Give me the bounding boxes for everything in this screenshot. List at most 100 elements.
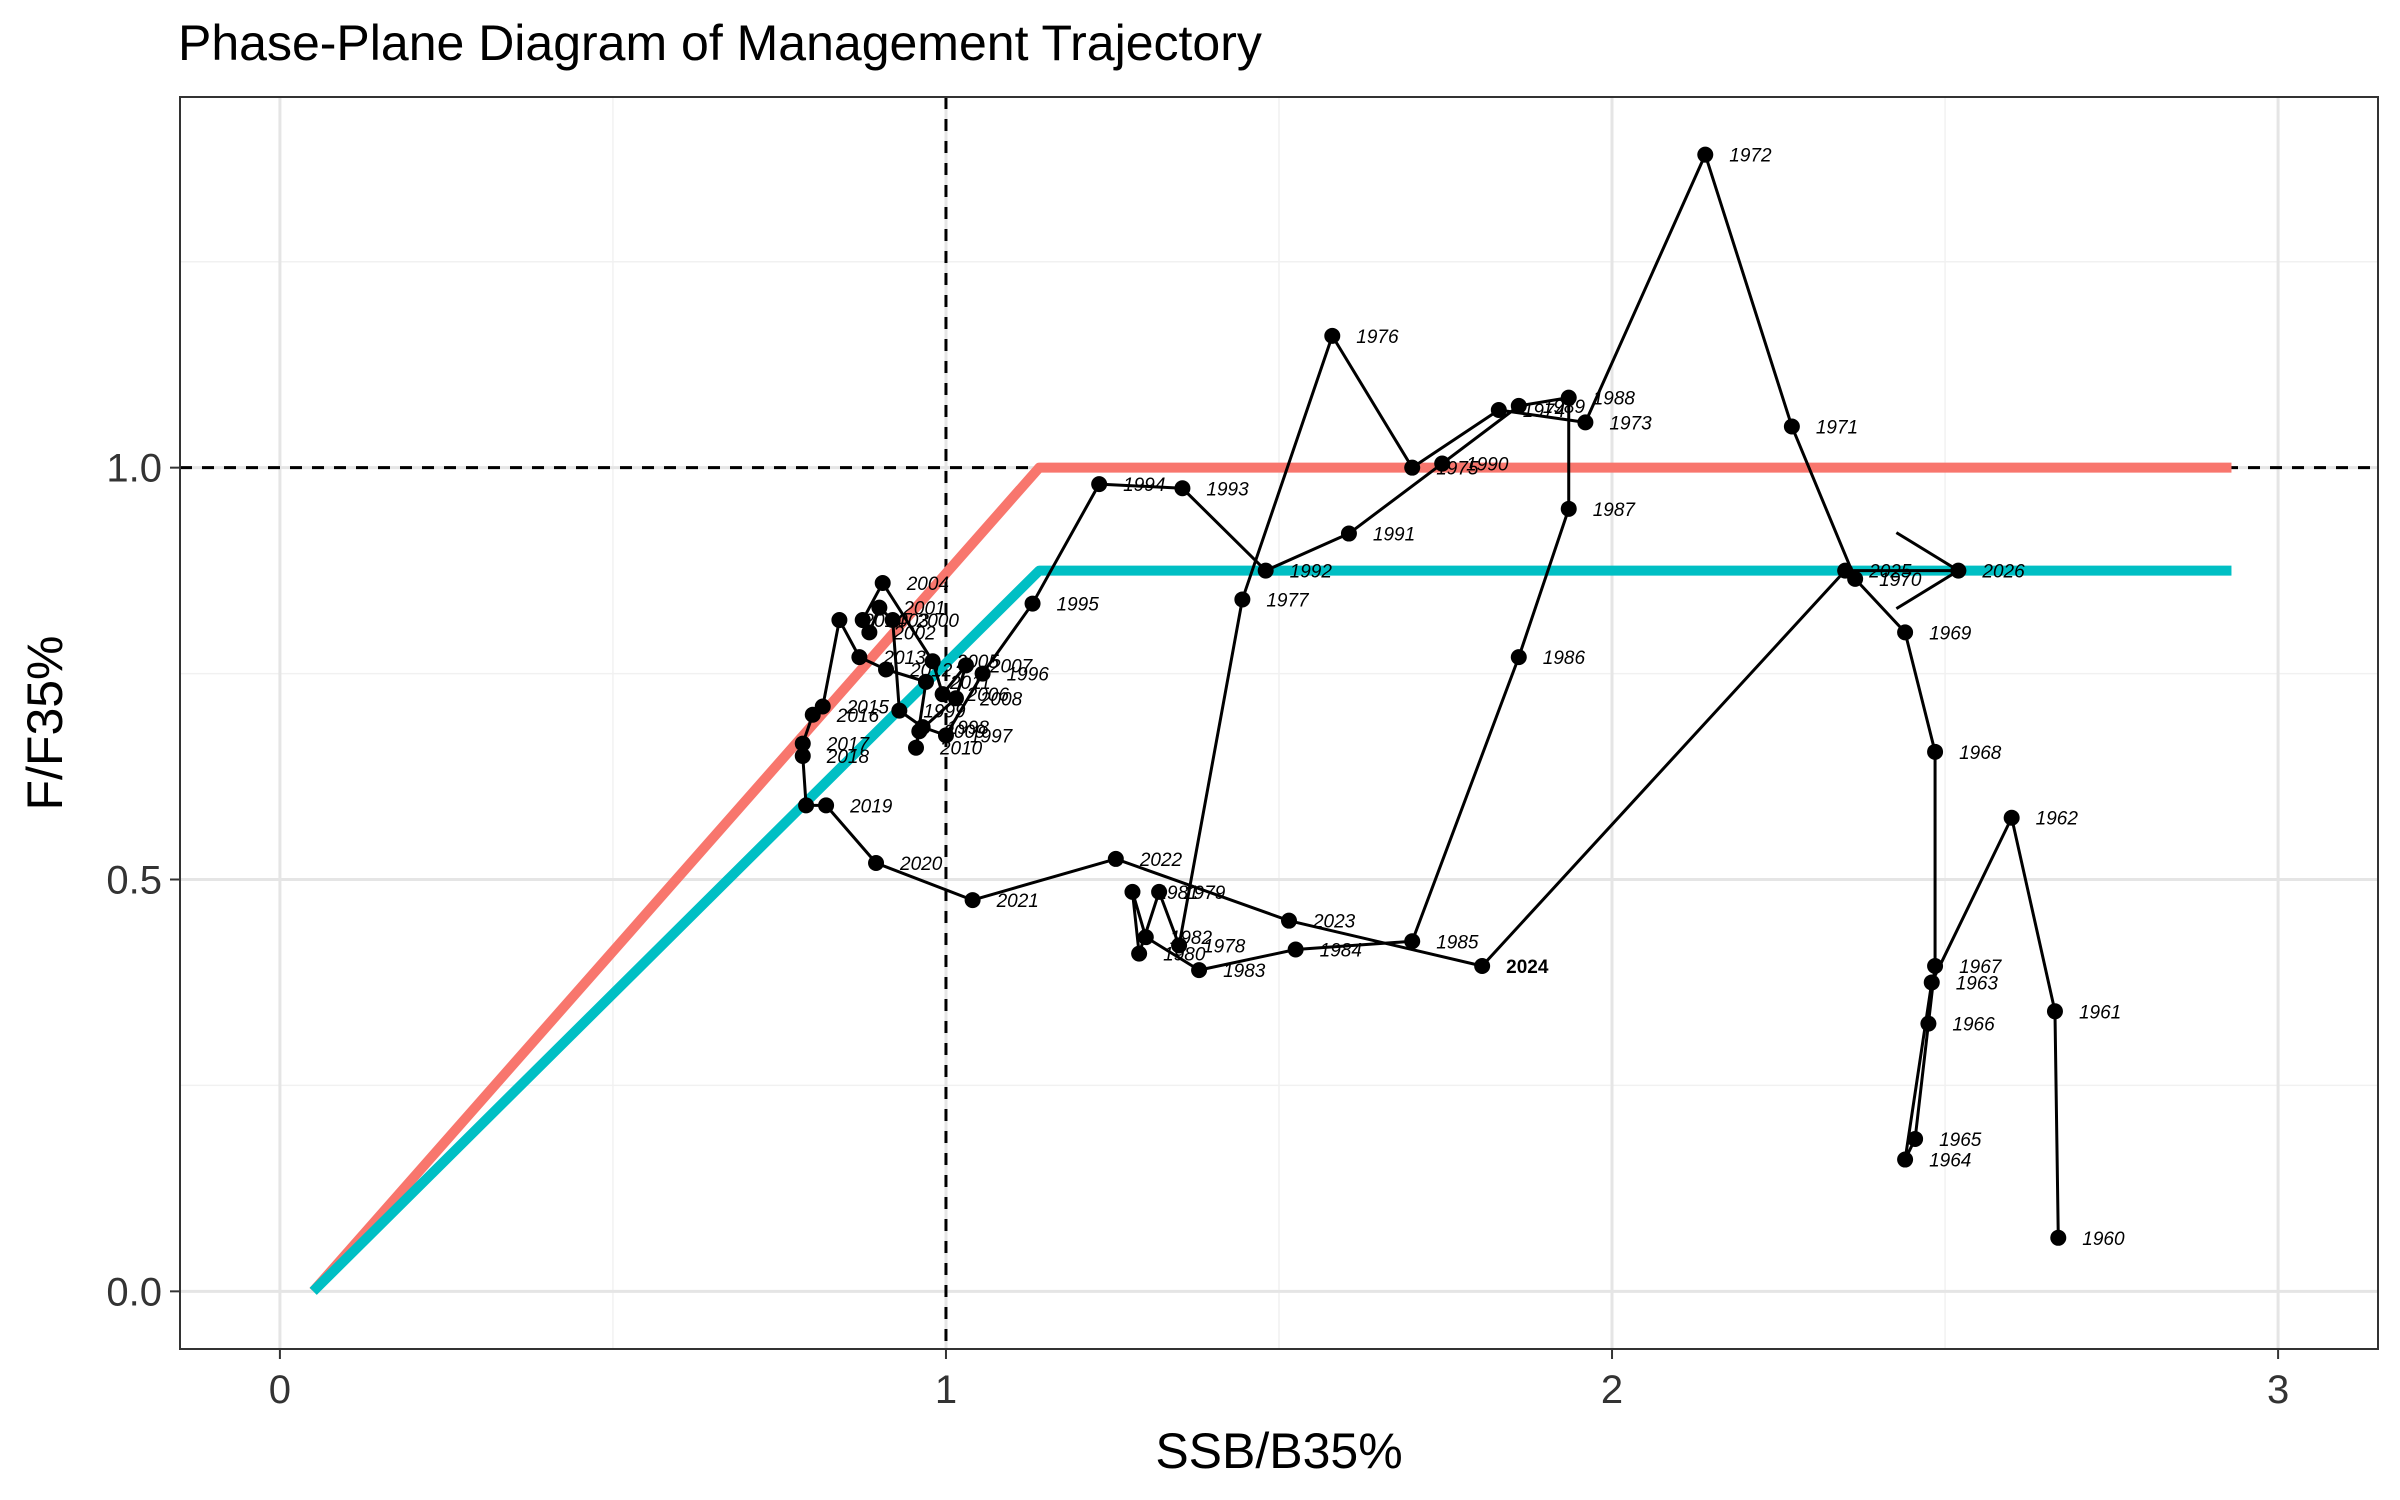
year-label: 2014 [862, 611, 905, 632]
trajectory-point [831, 612, 848, 629]
trajectory-point [1560, 500, 1577, 517]
year-label: 1965 [1939, 1130, 1982, 1151]
trajectory-point [1324, 327, 1341, 344]
trajectory-point [854, 612, 871, 629]
axis-ticks: 0 1 2 3 0.0 0.5 1.0 [106, 447, 2289, 1412]
year-label: 1973 [1609, 413, 1652, 434]
year-label: 1994 [1123, 475, 1165, 496]
year-label: 1979 [1183, 883, 1226, 904]
year-label: 1977 [1266, 590, 1310, 611]
trajectory-point [947, 690, 964, 707]
y-axis-title: F/F35% [17, 635, 73, 810]
year-label: 1989 [1543, 397, 1586, 418]
trajectory-point [1131, 945, 1148, 962]
year-label: 2026 [1981, 562, 2025, 583]
x-axis-title: SSB/B35% [1155, 1423, 1402, 1479]
year-label: 2019 [849, 796, 893, 817]
trajectory-point [937, 727, 954, 744]
year-label: 1999 [923, 702, 966, 723]
year-label: 1980 [1163, 945, 1206, 966]
chart-title: Phase-Plane Diagram of Management Trajec… [178, 15, 1262, 71]
trajectory-points [794, 146, 2067, 1246]
year-label: 1991 [1373, 525, 1415, 546]
trajectory-point [1897, 624, 1914, 641]
year-label: 1966 [1952, 1015, 1995, 1036]
trajectory-point [798, 797, 815, 814]
trajectory-point [2046, 1003, 2063, 1020]
control-rule-line-2 [309, 565, 2232, 1295]
trajectory-point [1340, 525, 1357, 542]
y-tick-label: 1.0 [106, 447, 162, 491]
year-label: 1987 [1593, 500, 1637, 521]
trajectory-point [1091, 476, 1108, 493]
y-tick-label: 0.5 [106, 859, 162, 903]
harvest-control-rules [309, 462, 2232, 1295]
year-label: 1983 [1223, 961, 1266, 982]
trajectory-point [934, 686, 951, 703]
year-label: 1990 [1466, 455, 1509, 476]
x-tick-label: 2 [1601, 1368, 1623, 1412]
trajectory-point [907, 739, 924, 756]
trajectory-point [1920, 1015, 1937, 1032]
trajectory-point [974, 665, 991, 682]
trajectory-point [2003, 809, 2020, 826]
year-label: 2011 [949, 673, 991, 694]
trajectory-point [861, 624, 878, 641]
year-label: 1961 [2079, 1002, 2121, 1023]
year-label: 1969 [1929, 623, 1972, 644]
trajectory-point [1837, 562, 1854, 579]
trajectory-point [1510, 649, 1527, 666]
year-label: 1975 [1436, 459, 1479, 480]
trajectory-point [871, 599, 888, 616]
year-label: 1976 [1356, 327, 1399, 348]
year-label: 1995 [1057, 595, 1100, 616]
trajectory-point [1697, 146, 1714, 163]
y-tick-label: 0.0 [106, 1270, 162, 1314]
trajectory-point [1923, 974, 1940, 991]
trajectory-point [1174, 480, 1191, 497]
trajectory-point [1107, 850, 1124, 867]
trajectory-point [1191, 962, 1208, 979]
trajectory-point [1907, 1130, 1924, 1147]
year-label: 2024 [1506, 957, 1549, 978]
year-label: 1971 [1816, 417, 1858, 438]
year-label: 1962 [2036, 809, 2079, 830]
year-label: 2013 [882, 648, 926, 669]
trajectory-point [1024, 595, 1041, 612]
trajectory-point [1137, 929, 1154, 946]
year-label: 2001 [902, 599, 945, 620]
trajectory-point [964, 892, 981, 909]
year-label: 1988 [1593, 389, 1636, 410]
trajectory-point [794, 735, 811, 752]
trajectory-point [1927, 743, 1944, 760]
trajectory-point [917, 673, 934, 690]
year-label: 2018 [826, 747, 870, 768]
year-label: 2002 [892, 623, 936, 644]
year-label: 2006 [966, 685, 1010, 706]
year-label: 1985 [1436, 932, 1479, 953]
year-label: 1982 [1170, 928, 1213, 949]
year-label: 1984 [1320, 941, 1362, 962]
year-label: 2004 [906, 574, 949, 595]
year-label: 2020 [899, 854, 943, 875]
trajectory-point [1577, 414, 1594, 431]
year-label: 1993 [1206, 479, 1249, 500]
year-label: 2021 [996, 891, 1039, 912]
trajectory-point [1287, 941, 1304, 958]
year-label: 2025 [1868, 562, 1912, 583]
grid [180, 97, 2378, 1349]
year-label: 2003 [886, 611, 930, 632]
trajectory-point [794, 747, 811, 764]
year-label: 2008 [979, 689, 1023, 710]
trajectory-point [1490, 402, 1507, 418]
trajectory-point [1510, 397, 1527, 414]
x-tick-label: 1 [935, 1368, 957, 1412]
year-label: 1963 [1956, 973, 1999, 994]
year-label: 1972 [1729, 146, 1772, 167]
trajectory-point [868, 855, 885, 872]
year-label: 2007 [989, 656, 1034, 677]
year-label: 1986 [1543, 648, 1586, 669]
trajectory-point [1783, 418, 1800, 435]
trajectory-point [1897, 1151, 1914, 1168]
